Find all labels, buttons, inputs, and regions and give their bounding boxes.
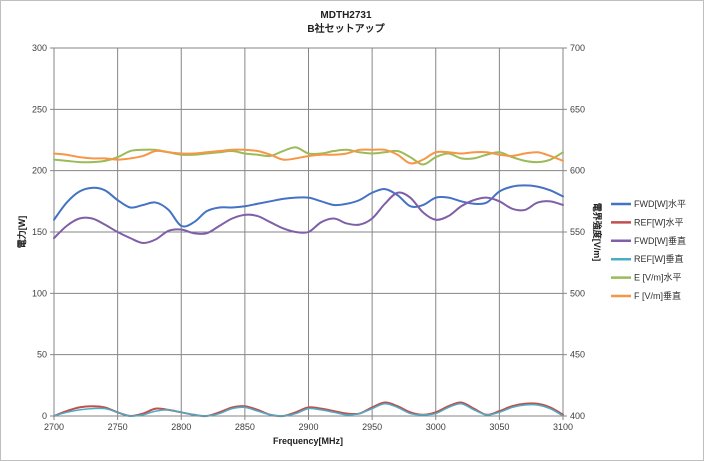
x-tick-label: 2950 (362, 422, 382, 432)
legend-entry: FWD[W]垂直 (634, 235, 686, 246)
y-tick-label-left: 50 (37, 350, 47, 360)
series-line-2 (53, 401, 564, 418)
x-tick-label: 3050 (489, 422, 509, 432)
axes: 0 50 100 150 200 250 300 400 450 500 550 600 650 700 2… (32, 43, 585, 432)
y-axis-title-left: 電力[W] (16, 216, 27, 249)
y-tick-label-left: 300 (32, 43, 47, 53)
y-tick-label-left: 250 (32, 104, 47, 114)
y-tick-label-right: 700 (570, 43, 585, 53)
legend: FWD[W]水平 REF[W]水平 FWD[W]垂直 REF[W]垂直 E [V/m]水… (611, 198, 686, 301)
y-tick-label-right: 600 (570, 166, 585, 176)
y-tick-label-right: 550 (570, 227, 585, 237)
legend-entry: FWD[W]水平 (634, 198, 686, 209)
x-tick-label: 2850 (235, 422, 255, 432)
x-tick-label: 2700 (44, 422, 64, 432)
legend-entry: REF[W]垂直 (634, 253, 684, 264)
x-tick-label: 2800 (171, 422, 191, 432)
series-line-6 (53, 148, 564, 165)
series-line-4 (53, 402, 564, 417)
x-tick-label: 2900 (298, 422, 318, 432)
legend-entry: REF[W]水平 (634, 216, 684, 227)
y-tick-label-right: 650 (570, 104, 585, 114)
chart-title: MDTH2731 (320, 10, 372, 21)
y-tick-label-left: 100 (32, 288, 47, 298)
y-tick-label-right: 450 (570, 350, 585, 360)
y-tick-label-left: 200 (32, 166, 47, 176)
chart-subtitle: B社セットアップ (307, 22, 385, 35)
y-tick-label-left: 150 (32, 227, 47, 237)
series-line-5 (53, 146, 564, 166)
y-tick-label-right: 500 (570, 288, 585, 298)
series-line-1 (53, 184, 564, 228)
series-lines (53, 146, 564, 418)
y-tick-label-left: 0 (42, 411, 47, 421)
x-tick-label: 3000 (426, 422, 446, 432)
series-line-3 (53, 191, 564, 245)
y-tick-label-right: 400 (570, 411, 585, 421)
x-axis-title: Frequency[MHz] (273, 436, 343, 446)
y-axis-title-right: 電界強度[V/m] (592, 203, 603, 262)
legend-entry: E [V/m]水平 (634, 272, 682, 283)
legend-entry: F [V/m]垂直 (634, 290, 681, 301)
x-tick-label: 2750 (108, 422, 128, 432)
x-tick-label: 3100 (553, 422, 573, 432)
